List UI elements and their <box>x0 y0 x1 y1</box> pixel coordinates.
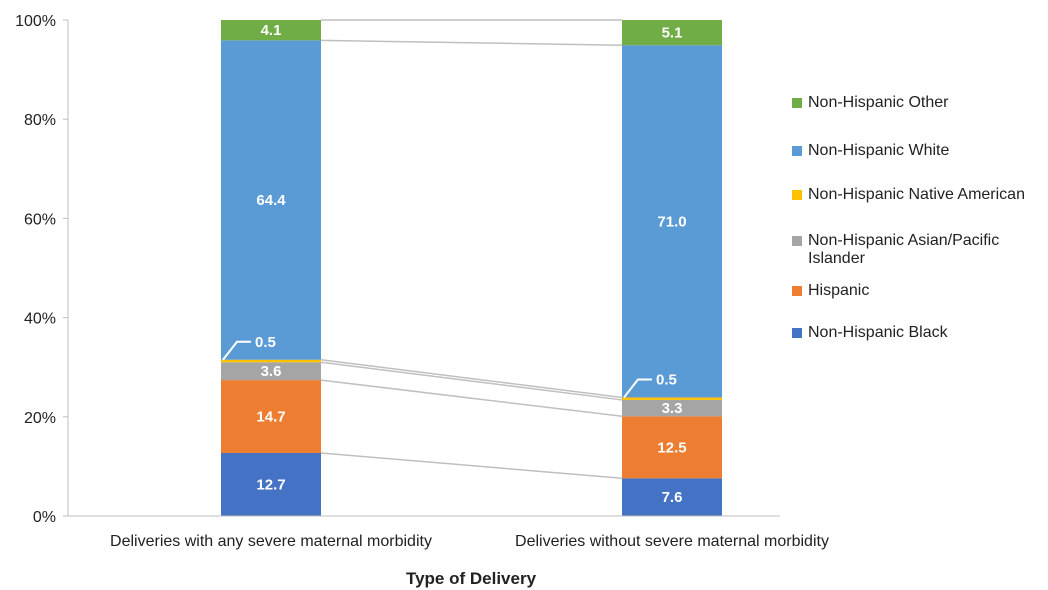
bar-segment <box>622 416 722 479</box>
y-tick-label: 60% <box>24 211 56 228</box>
data-label: 64.4 <box>256 192 286 209</box>
x-axis-title: Type of Delivery <box>406 569 537 588</box>
series-line <box>320 361 623 401</box>
series-line <box>320 379 623 418</box>
bar-segment <box>622 397 722 400</box>
bar-segment <box>221 362 321 381</box>
legend-item: Non-Hispanic Native American <box>792 186 1048 204</box>
legend-swatch <box>792 286 802 296</box>
data-label: 5.1 <box>662 25 683 42</box>
data-labels-group: 12.7 14.7 3.6 0.5 64.4 4.1 7.6 12.5 3.3 0.5 71.0 5.… <box>222 22 687 506</box>
legend-swatch <box>792 190 802 200</box>
bar-segment <box>622 45 722 398</box>
y-tick-label: 20% <box>24 410 56 427</box>
bar-segment <box>221 40 321 360</box>
callout-line <box>623 378 652 399</box>
legend-label: Non-Hispanic White <box>808 142 950 159</box>
data-label: 3.6 <box>261 363 282 380</box>
legend-label: Non-Hispanic Native American <box>808 186 1025 203</box>
series-line <box>320 39 623 47</box>
bar-segment <box>622 399 722 417</box>
legend-swatch <box>792 236 802 246</box>
legend-label: Non-Hispanic Black <box>808 324 948 341</box>
legend-label: Non-Hispanic Other <box>808 94 949 111</box>
legend-item: Non-Hispanic White <box>792 142 1048 160</box>
legend-item: Non-Hispanic Black <box>792 324 1048 342</box>
legend-swatch <box>792 98 802 108</box>
x-tick-label: Deliveries without severe maternal morbi… <box>515 533 829 550</box>
callout-line <box>222 340 251 361</box>
bar-segment <box>221 359 321 363</box>
data-label: 4.1 <box>261 22 282 39</box>
legend-item: Non-Hispanic Other <box>792 94 1048 112</box>
legend-item: Non-Hispanic Asian/Pacific Islander <box>792 232 1048 268</box>
series-line <box>320 452 623 480</box>
legend-label: Hispanic <box>808 282 870 299</box>
data-label: 12.5 <box>657 439 686 456</box>
bar-segment <box>622 478 722 516</box>
data-label: 14.7 <box>256 409 285 426</box>
y-tick-label: 80% <box>24 112 56 129</box>
y-tick-label: 0% <box>33 509 56 526</box>
data-label: 0.5 <box>255 334 276 351</box>
series-connector-lines <box>320 19 623 480</box>
y-tick-label: 100% <box>15 13 56 30</box>
legend-label: Non-Hispanic Asian/Pacific Islander <box>808 232 1000 267</box>
bars-group <box>221 20 722 516</box>
y-tick-label: 40% <box>24 311 56 328</box>
series-line <box>320 359 623 399</box>
x-tick-label: Deliveries with any severe maternal morb… <box>110 533 432 550</box>
data-label: 71.0 <box>657 213 686 230</box>
bar-segment <box>622 20 722 46</box>
data-label: 12.7 <box>256 477 285 494</box>
data-label: 7.6 <box>662 489 683 506</box>
bar-segment <box>221 380 321 454</box>
data-label: 3.3 <box>662 400 683 417</box>
legend-swatch <box>792 146 802 156</box>
axes-group: 0% 20% 40% 60% 80% 100% Deliveries with any se… <box>15 13 829 550</box>
bar-segment <box>221 453 321 516</box>
bar-segment <box>221 20 321 41</box>
legend-item: Hispanic <box>792 282 1048 300</box>
data-label: 0.5 <box>656 371 677 388</box>
legend-swatch <box>792 328 802 338</box>
